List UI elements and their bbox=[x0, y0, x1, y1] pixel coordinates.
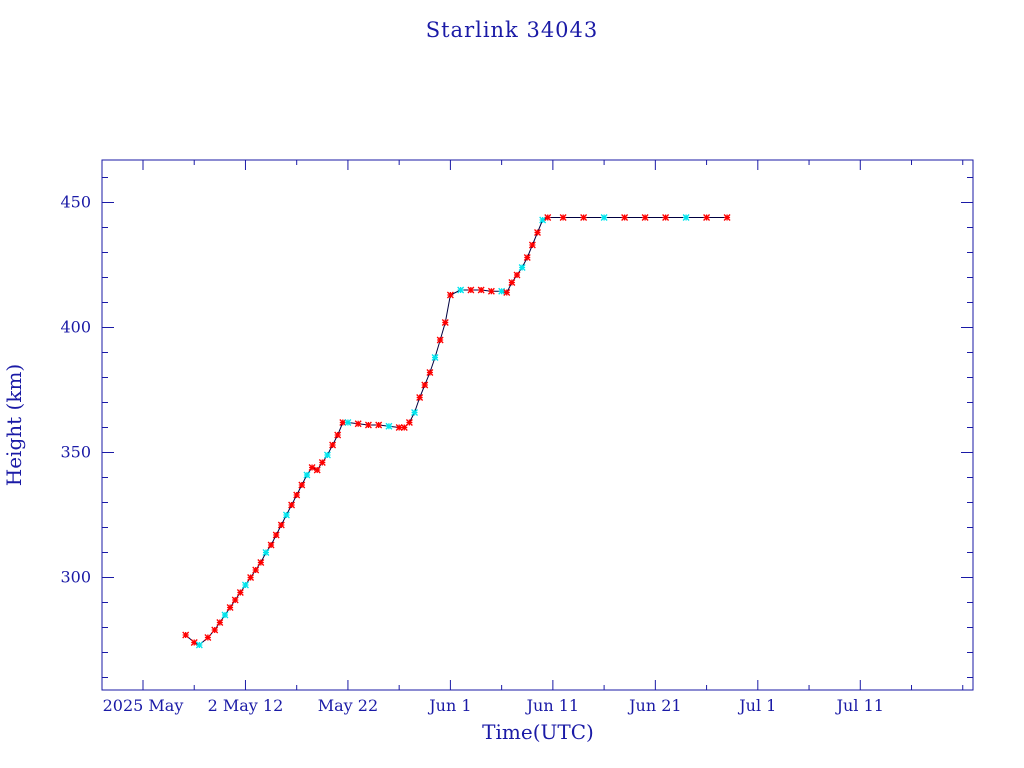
data-point bbox=[195, 641, 203, 649]
data-point bbox=[662, 214, 670, 221]
data-point bbox=[436, 336, 444, 344]
x-tick-label: Jun 11 bbox=[525, 696, 579, 715]
data-point bbox=[539, 216, 547, 224]
data-point bbox=[400, 424, 408, 431]
chart-title: Starlink 34043 bbox=[426, 18, 599, 42]
x-tick-label: Jul 1 bbox=[737, 696, 776, 715]
data-point bbox=[416, 394, 424, 401]
x-tick-label: 2 May 12 bbox=[208, 696, 284, 715]
data-point bbox=[487, 287, 495, 295]
data-point bbox=[457, 286, 465, 294]
data-point bbox=[364, 421, 372, 429]
data-point bbox=[395, 424, 403, 431]
data-point bbox=[190, 639, 198, 646]
data-point bbox=[513, 271, 521, 279]
data-point bbox=[405, 419, 413, 426]
data-point bbox=[303, 471, 311, 479]
data-point bbox=[385, 422, 393, 430]
y-axis-label: Height (km) bbox=[2, 364, 26, 486]
y-tick-label: 300 bbox=[60, 568, 91, 587]
data-point bbox=[226, 604, 234, 611]
data-point bbox=[534, 229, 541, 236]
axis-ticks bbox=[102, 160, 973, 690]
x-axis-label: Time(UTC) bbox=[482, 720, 594, 744]
data-point bbox=[339, 419, 347, 426]
data-point bbox=[580, 214, 588, 221]
data-point bbox=[421, 381, 429, 389]
data-point bbox=[354, 420, 362, 428]
data-point bbox=[431, 354, 439, 361]
data-point bbox=[182, 631, 190, 639]
data-point bbox=[277, 521, 285, 529]
data-point bbox=[600, 214, 608, 221]
data-point bbox=[446, 291, 454, 299]
data-point bbox=[723, 214, 731, 221]
data-point bbox=[682, 214, 690, 221]
data-point bbox=[262, 549, 270, 556]
data-point bbox=[204, 634, 212, 641]
data-point bbox=[211, 626, 219, 634]
series-markers bbox=[182, 214, 731, 649]
y-tick-label: 400 bbox=[60, 318, 91, 337]
y-tick-label: 450 bbox=[60, 193, 91, 212]
data-point bbox=[267, 541, 275, 549]
data-point bbox=[293, 491, 301, 499]
y-tick-label: 350 bbox=[60, 443, 91, 462]
data-point bbox=[329, 441, 337, 449]
data-point bbox=[247, 574, 255, 581]
data-point bbox=[221, 611, 229, 619]
x-tick-label: Jun 1 bbox=[427, 696, 471, 715]
data-point bbox=[282, 511, 290, 519]
data-point bbox=[323, 451, 331, 459]
data-point bbox=[272, 531, 280, 539]
data-point bbox=[411, 409, 418, 416]
data-point bbox=[518, 264, 526, 271]
data-point bbox=[344, 419, 352, 426]
data-point bbox=[375, 421, 383, 429]
data-point bbox=[441, 319, 449, 326]
data-point bbox=[503, 289, 511, 296]
axis-tick-labels: 2025 May 2 May 12 May 22 Jun 1 Jun 11 Jun 21 J… bbox=[60, 193, 883, 716]
data-point bbox=[318, 459, 326, 466]
x-tick-label: May 22 bbox=[318, 696, 378, 715]
data-point bbox=[257, 559, 265, 566]
series-line bbox=[185, 217, 728, 646]
x-tick-label: 2025 May bbox=[103, 696, 184, 715]
data-point bbox=[559, 214, 567, 221]
data-point bbox=[621, 214, 629, 221]
data-point bbox=[508, 279, 516, 286]
data-point bbox=[334, 431, 342, 439]
x-tick-label: Jul 11 bbox=[835, 696, 884, 715]
data-point bbox=[523, 254, 531, 261]
data-point bbox=[308, 464, 316, 471]
data-point bbox=[703, 214, 711, 221]
data-point bbox=[641, 214, 649, 221]
data-point bbox=[298, 481, 306, 489]
data-point bbox=[477, 286, 485, 294]
data-point bbox=[313, 466, 321, 474]
data-point bbox=[498, 287, 506, 295]
data-point bbox=[236, 589, 244, 596]
data-point bbox=[216, 619, 224, 626]
data-point bbox=[288, 501, 296, 509]
data-point bbox=[426, 369, 434, 376]
x-tick-label: Jun 21 bbox=[627, 696, 681, 715]
data-point bbox=[528, 241, 536, 249]
data-point bbox=[252, 566, 260, 574]
data-point bbox=[241, 581, 249, 589]
data-point bbox=[231, 596, 239, 604]
data-point bbox=[544, 214, 552, 221]
plot-frame bbox=[101, 159, 974, 691]
data-point bbox=[467, 286, 475, 294]
